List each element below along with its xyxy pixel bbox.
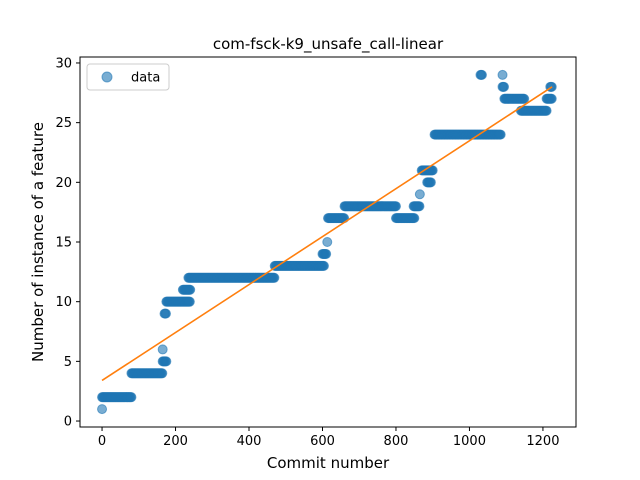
data-point: [390, 201, 401, 212]
data-point: [409, 213, 420, 224]
data-point: [414, 201, 425, 212]
data-point: [546, 93, 557, 104]
data-point: [126, 392, 137, 403]
data-point: [322, 237, 333, 247]
x-axis-label: Commit number: [267, 454, 390, 472]
data-point: [425, 177, 436, 188]
x-tick-label: 800: [384, 434, 409, 449]
data-point: [269, 272, 280, 283]
chart-title: com-fsck-k9_unsafe_call-linear: [213, 35, 444, 54]
legend: data: [86, 63, 170, 91]
x-tick-label: 400: [237, 434, 262, 449]
data-point: [498, 81, 509, 92]
y-tick-label: 15: [55, 236, 72, 251]
y-tick-label: 5: [64, 355, 72, 370]
series-layer: [97, 69, 557, 415]
x-axis-ticks: 0 200 400 600 800 1000 1200: [98, 427, 559, 449]
data-point: [318, 260, 329, 271]
legend-marker-data: [101, 71, 113, 83]
data-point: [157, 344, 168, 355]
data-point: [97, 404, 108, 415]
data-point: [185, 284, 196, 295]
data-point: [414, 189, 425, 200]
data-point: [161, 356, 172, 367]
data-point: [541, 105, 552, 116]
data-point: [497, 69, 508, 80]
data-point: [157, 368, 168, 379]
linear-fit-line: [101, 86, 553, 382]
legend-box: [86, 63, 170, 91]
data-point: [427, 165, 438, 176]
y-axis-ticks: 0 5 10 15 20 25 30: [55, 56, 80, 430]
x-tick-label: 200: [163, 434, 188, 449]
y-tick-label: 20: [55, 176, 72, 191]
x-tick-label: 1200: [526, 434, 559, 449]
legend-label-data: data: [131, 71, 160, 86]
y-tick-label: 30: [55, 56, 72, 71]
data-point: [476, 69, 487, 80]
y-tick-label: 10: [55, 295, 72, 310]
y-tick-label: 0: [64, 415, 72, 430]
data-point: [321, 248, 332, 259]
x-tick-label: 1000: [453, 434, 486, 449]
data-point: [495, 129, 506, 140]
x-tick-label: 0: [98, 434, 106, 449]
data-point: [519, 93, 530, 104]
y-axis-label: Number of instance of a feature: [29, 122, 47, 362]
y-tick-label: 25: [55, 116, 72, 131]
x-tick-label: 600: [310, 434, 335, 449]
data-point: [160, 308, 171, 319]
data-point: [184, 296, 195, 307]
